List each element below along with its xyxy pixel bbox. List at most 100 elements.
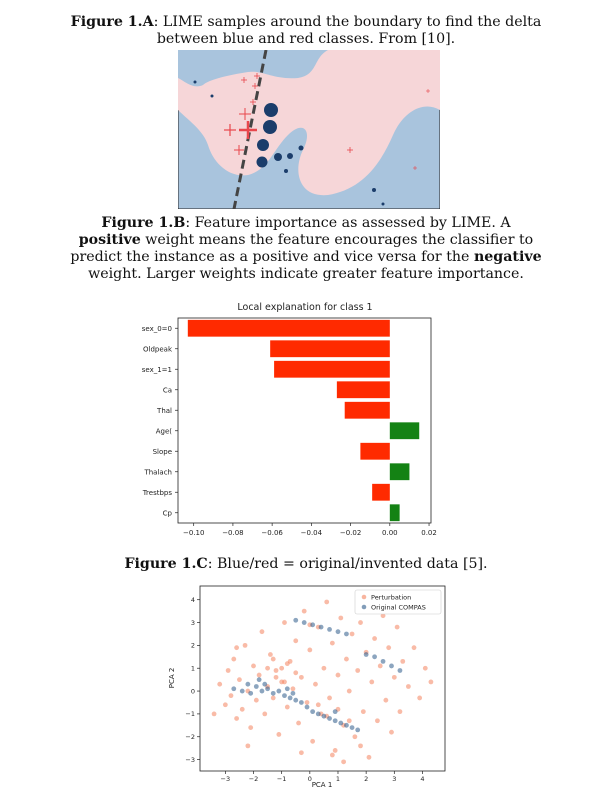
perturbation-point <box>380 613 386 619</box>
y-tick-label: sex_1=1 <box>142 366 172 374</box>
figure-b-label: Figure 1.B <box>101 215 186 231</box>
perturbation-point <box>248 725 254 731</box>
perturbation-point <box>242 642 248 648</box>
perturbation-point <box>417 695 423 701</box>
red-cross-sample <box>252 83 258 89</box>
perturbation-point <box>284 704 290 710</box>
x-tick-label: 3 <box>392 775 396 783</box>
original-compas-point <box>304 704 310 710</box>
perturbation-point <box>262 711 268 717</box>
perturbation-point <box>332 748 338 753</box>
figure-a-label: Figure 1.A <box>70 14 154 30</box>
perturbation-point <box>279 665 285 671</box>
red-cross-sample <box>234 145 244 155</box>
figure-c-caption: Figure 1.C: Blue/red = original/invented… <box>70 556 542 573</box>
original-compas-point <box>239 688 245 694</box>
blue-sample-point <box>210 94 214 98</box>
perturbation-point <box>282 620 287 625</box>
original-compas-point <box>284 686 290 692</box>
original-compas-point <box>276 688 282 694</box>
chart-title: Local explanation for class 1 <box>237 302 372 313</box>
blue-sample-point <box>193 80 197 84</box>
original-compas-point <box>335 629 341 635</box>
perturbation-point <box>304 700 310 705</box>
original-compas-point <box>293 617 299 623</box>
x-tick-label: 2 <box>364 775 368 783</box>
perturbation-point <box>360 709 366 715</box>
figure-a-red-crosses <box>224 73 430 170</box>
blue-sample-point <box>381 202 385 206</box>
perturbation-point <box>397 709 403 715</box>
perturbation-point <box>327 695 332 701</box>
figure-a-red-region <box>178 50 440 196</box>
figure-a-blue-points <box>193 80 385 206</box>
blue-sample-point <box>287 153 293 159</box>
y-tick-label: −3 <box>185 756 195 764</box>
perturbation-point <box>329 640 335 646</box>
x-tick-label: −2 <box>249 775 259 783</box>
blue-sample-point <box>284 169 288 173</box>
perturbation-point <box>341 759 347 765</box>
original-compas-point <box>282 693 287 699</box>
figure-a-caption-text: : LIME samples around the boundary to fi… <box>153 14 542 47</box>
original-compas-point <box>265 686 270 692</box>
original-compas-point <box>253 684 259 689</box>
original-compas-point <box>389 663 394 669</box>
figure-b-caption-text-3: weight. Larger weights indicate greater … <box>88 266 524 282</box>
scatter-y-label: PCA 2 <box>168 668 176 689</box>
bar-sex-1-1 <box>274 360 390 378</box>
original-compas-point <box>256 677 262 683</box>
x-tick-label: 0.00 <box>382 529 398 537</box>
perturbation-point <box>256 672 262 678</box>
legend-marker-perturbation <box>361 594 367 600</box>
bar-oldpeak <box>270 340 390 358</box>
y-tick-label: Thal <box>156 407 172 415</box>
original-compas-point <box>349 725 355 731</box>
original-compas-point <box>372 654 377 660</box>
original-compas-point <box>231 686 237 692</box>
chart-y-tick-labels: sex_0=0 Oldpeak sex_1=1 Ca Thal Age(Slope Thal… <box>142 325 178 517</box>
perturbation-point <box>349 631 355 637</box>
pca-scatter-chart: −3 −2 −1 0 1 2 3 4 −3 −2 −1 0 1 2 3 4 PCA 1 PCA 2 Pert… <box>168 585 446 789</box>
legend-label-original-compas: Original COMPAS <box>371 604 426 612</box>
perturbation-point <box>321 665 327 671</box>
bar-trestbps <box>372 483 390 501</box>
blue-sample-point <box>274 153 282 161</box>
x-tick-label: 1 <box>336 775 340 783</box>
original-compas-point <box>321 713 327 719</box>
original-compas-point <box>355 727 361 733</box>
perturbation-point <box>358 620 363 625</box>
original-compas-point <box>327 626 332 632</box>
x-tick-label: −0.08 <box>222 529 243 537</box>
perturbation-point <box>386 645 392 651</box>
chart-bars <box>187 319 420 522</box>
perturbation-point <box>369 679 375 685</box>
original-compas-point <box>327 716 332 721</box>
original-compas-point <box>301 620 307 625</box>
x-tick-label: −0.10 <box>183 529 204 537</box>
perturbation-point <box>211 711 217 717</box>
perturbation-point <box>270 695 276 701</box>
y-tick-label: −1 <box>185 710 195 718</box>
perturbation-point <box>355 668 361 673</box>
x-tick-label: 4 <box>420 775 424 783</box>
blue-sample-point <box>264 103 278 117</box>
original-compas-point <box>338 720 344 726</box>
perturbation-point <box>298 750 304 756</box>
perturbation-point <box>290 686 296 692</box>
figure-b-caption-text-1: : Feature importance as assessed by LIME… <box>185 215 511 231</box>
original-compas-point <box>344 631 349 637</box>
perturbation-point <box>310 738 316 744</box>
perturbation-point <box>346 718 352 724</box>
figure-c-label: Figure 1.C <box>124 556 208 572</box>
perturbation-point <box>284 661 290 667</box>
blue-sample-point <box>298 145 304 151</box>
perturbation-point <box>383 697 389 703</box>
scatter-x-label: PCA 1 <box>312 781 333 789</box>
figure-b-caption-text-2: weight means the feature encourages the … <box>70 232 534 265</box>
scatter-points <box>211 599 434 765</box>
original-compas-point <box>262 681 268 687</box>
bar-thalach <box>389 463 410 481</box>
perturbation-point <box>400 658 406 664</box>
perturbation-point <box>315 702 321 708</box>
